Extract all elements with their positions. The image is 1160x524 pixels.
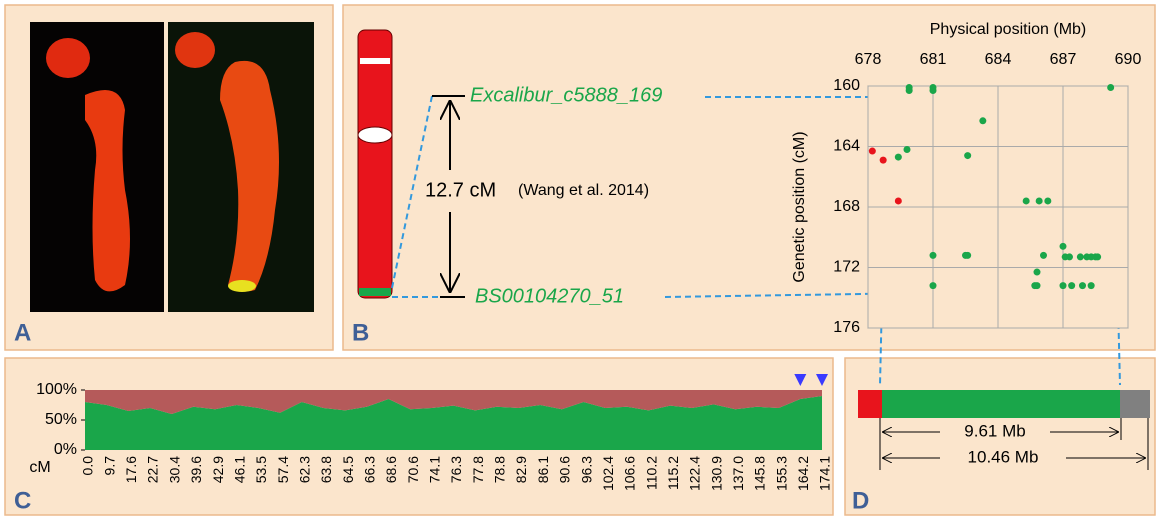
span-label: 10.46 Mb xyxy=(968,447,1039,466)
point xyxy=(904,146,911,153)
point xyxy=(964,152,971,159)
x-tick-label: 39.6 xyxy=(188,456,204,483)
x-tick-label: 687 xyxy=(1050,51,1077,68)
x-tick-label: 53.5 xyxy=(253,456,269,483)
x-tick-label: 155.3 xyxy=(773,456,789,491)
y-tick-label: 164 xyxy=(833,138,860,155)
x-tick-label: 684 xyxy=(985,51,1012,68)
x-tick-label: 77.8 xyxy=(470,456,486,483)
x-tick-label: 681 xyxy=(920,51,947,68)
point xyxy=(1044,197,1051,204)
x-tick-label: 678 xyxy=(855,51,882,68)
x-axis-title: Physical position (Mb) xyxy=(930,21,1087,38)
point xyxy=(895,154,902,161)
distance: 12.7 cM xyxy=(425,179,496,201)
chromosome xyxy=(358,30,392,298)
marker: Excalibur_c5888_169 xyxy=(470,84,662,106)
y-tick-label: 50% xyxy=(45,411,77,428)
y-tick-label: 0% xyxy=(54,441,77,458)
marker: BS00104270_51 xyxy=(475,285,624,307)
point xyxy=(895,197,902,204)
x-tick-label: 106.6 xyxy=(622,456,638,491)
y-axis-title: Genetic position (cM) xyxy=(791,131,808,282)
point xyxy=(1094,253,1101,260)
span-label: 9.61 Mb xyxy=(964,421,1025,440)
segment xyxy=(882,390,1120,418)
point xyxy=(979,117,986,124)
x-tick-label: 82.9 xyxy=(513,456,529,483)
panel-label: A xyxy=(14,319,31,346)
x-tick-label: 76.3 xyxy=(448,456,464,483)
x-tick-label: 63.8 xyxy=(318,456,334,483)
point xyxy=(1079,282,1086,289)
segment xyxy=(858,390,882,418)
x-tick-label: 46.1 xyxy=(231,456,247,483)
x-tick-label: 690 xyxy=(1115,51,1142,68)
x-tick-label: 17.6 xyxy=(123,456,139,483)
region xyxy=(359,288,391,296)
constriction xyxy=(360,58,390,64)
point xyxy=(1066,253,1073,260)
panel-label: B xyxy=(352,319,369,346)
x-tick-label: 74.1 xyxy=(427,456,443,483)
point xyxy=(1034,269,1041,276)
point xyxy=(1107,84,1114,91)
y-tick-label: 160 xyxy=(833,77,860,94)
x-tick-label: 174.1 xyxy=(817,456,833,491)
point xyxy=(930,87,937,94)
x-tick-label: 30.4 xyxy=(166,456,182,483)
x-axis-title: cM xyxy=(29,459,50,476)
x-tick-label: 122.4 xyxy=(687,456,703,491)
panel-label: C xyxy=(14,487,31,514)
chromosome-image xyxy=(175,32,215,68)
x-tick-label: 64.5 xyxy=(340,456,356,483)
x-tick-label: 164.2 xyxy=(795,456,811,491)
point xyxy=(1060,243,1067,250)
point xyxy=(1036,197,1043,204)
y-tick-label: 168 xyxy=(833,198,860,215)
point xyxy=(930,252,937,259)
x-tick-label: 102.4 xyxy=(600,456,616,491)
x-tick-label: 66.3 xyxy=(361,456,377,483)
point xyxy=(880,157,887,164)
x-tick-label: 96.3 xyxy=(578,456,594,483)
citation: (Wang et al. 2014) xyxy=(518,182,649,199)
point xyxy=(906,87,913,94)
point xyxy=(1060,282,1067,289)
point xyxy=(1034,282,1041,289)
x-tick-label: 22.7 xyxy=(145,456,161,483)
x-tick-label: 145.8 xyxy=(752,456,768,491)
point xyxy=(964,252,971,259)
y-tick-label: 172 xyxy=(833,259,860,276)
x-tick-label: 115.2 xyxy=(665,456,681,490)
x-tick-label: 42.9 xyxy=(210,456,226,483)
x-tick-label: 57.4 xyxy=(275,456,291,483)
x-tick-label: 9.7 xyxy=(101,456,117,476)
point xyxy=(1068,282,1075,289)
x-tick-label: 62.3 xyxy=(296,456,312,483)
x-tick-label: 90.6 xyxy=(557,456,573,483)
point xyxy=(1077,253,1084,260)
point xyxy=(869,148,876,155)
point xyxy=(1023,197,1030,204)
x-tick-label: 137.0 xyxy=(730,456,746,491)
x-tick-label: 0.0 xyxy=(80,456,96,476)
x-tick-label: 130.9 xyxy=(708,456,724,491)
point xyxy=(930,282,937,289)
x-tick-label: 68.6 xyxy=(383,456,399,483)
x-tick-label: 78.8 xyxy=(492,456,508,483)
figure: 12.7 cM (Wang et al. 2014) Excalibur_c58… xyxy=(0,0,1160,519)
x-tick-label: 70.6 xyxy=(405,456,421,483)
centromere xyxy=(358,127,392,143)
x-tick-label: 86.1 xyxy=(535,456,551,483)
x-tick-label: 110.2 xyxy=(643,456,659,490)
segment xyxy=(1120,390,1150,418)
y-tick-label: 176 xyxy=(833,319,860,336)
signal xyxy=(228,280,256,292)
point xyxy=(1088,282,1095,289)
panel-label: D xyxy=(852,487,869,514)
chromosome-image xyxy=(46,38,90,78)
y-tick-label: 100% xyxy=(36,381,77,398)
point xyxy=(1040,252,1047,259)
